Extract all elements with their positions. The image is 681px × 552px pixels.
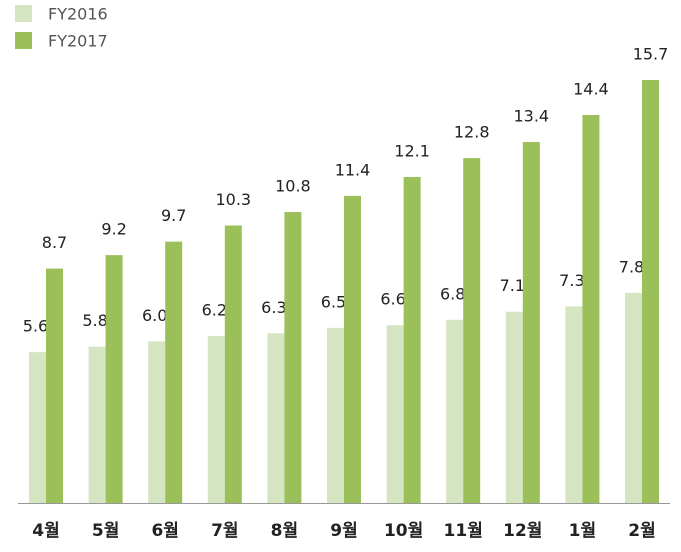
legend-label: FY2017 — [48, 32, 108, 51]
value-label: 6.6 — [380, 290, 405, 309]
x-tick-label: 10월 — [384, 521, 423, 541]
bar — [148, 341, 166, 503]
value-label: 7.3 — [559, 271, 584, 290]
bar — [642, 80, 659, 503]
x-tick-label: 1월 — [569, 521, 596, 541]
legend-label: FY2016 — [48, 5, 108, 24]
bar — [327, 327, 344, 503]
x-tick-label: 5월 — [92, 521, 119, 541]
value-label: 6.2 — [202, 300, 227, 319]
bar — [386, 325, 404, 503]
value-label: 6.8 — [440, 284, 465, 303]
value-label: 14.4 — [573, 80, 609, 99]
value-label: 10.3 — [215, 190, 251, 209]
x-tick-label: 2월 — [628, 521, 655, 541]
value-label: 11.4 — [335, 160, 371, 179]
x-tick-label: 6월 — [151, 521, 178, 541]
legend-swatch — [15, 5, 32, 22]
value-label: 5.6 — [23, 317, 48, 336]
bar — [224, 225, 242, 503]
bar — [403, 176, 421, 503]
value-label: 6.5 — [321, 292, 346, 311]
value-label: 9.7 — [161, 206, 186, 225]
bar — [522, 141, 540, 504]
x-tick-label: 9월 — [330, 521, 357, 541]
value-label: 5.8 — [82, 311, 107, 330]
bar — [565, 306, 583, 503]
value-label: 6.3 — [261, 298, 286, 317]
bar — [446, 319, 464, 503]
bar — [344, 195, 361, 503]
value-label: 7.1 — [500, 276, 525, 295]
bar — [46, 268, 63, 503]
x-tick-label: 4월 — [32, 521, 59, 541]
bar — [625, 292, 642, 503]
value-label: 8.7 — [42, 233, 67, 252]
value-label: 9.2 — [101, 220, 126, 239]
x-tick-label: 12월 — [503, 521, 542, 541]
bar — [284, 212, 302, 503]
value-label: 10.8 — [275, 177, 311, 196]
value-label: 13.4 — [513, 106, 549, 125]
value-label: 7.8 — [619, 257, 644, 276]
value-label: 12.1 — [394, 141, 430, 160]
bar — [207, 335, 225, 503]
x-tick-label: 11월 — [444, 521, 483, 541]
bar — [463, 158, 481, 503]
value-label: 15.7 — [633, 45, 669, 64]
bar — [267, 333, 285, 503]
bar — [582, 115, 600, 503]
value-label: 12.8 — [454, 123, 490, 142]
bar — [88, 346, 106, 503]
legend-swatch — [15, 32, 32, 49]
x-tick-label: 8월 — [271, 521, 298, 541]
bar — [105, 255, 123, 503]
bar — [505, 311, 523, 503]
x-tick-label: 7월 — [211, 521, 238, 541]
bar — [165, 241, 183, 503]
bar — [29, 352, 46, 503]
value-label: 6.0 — [142, 306, 167, 325]
